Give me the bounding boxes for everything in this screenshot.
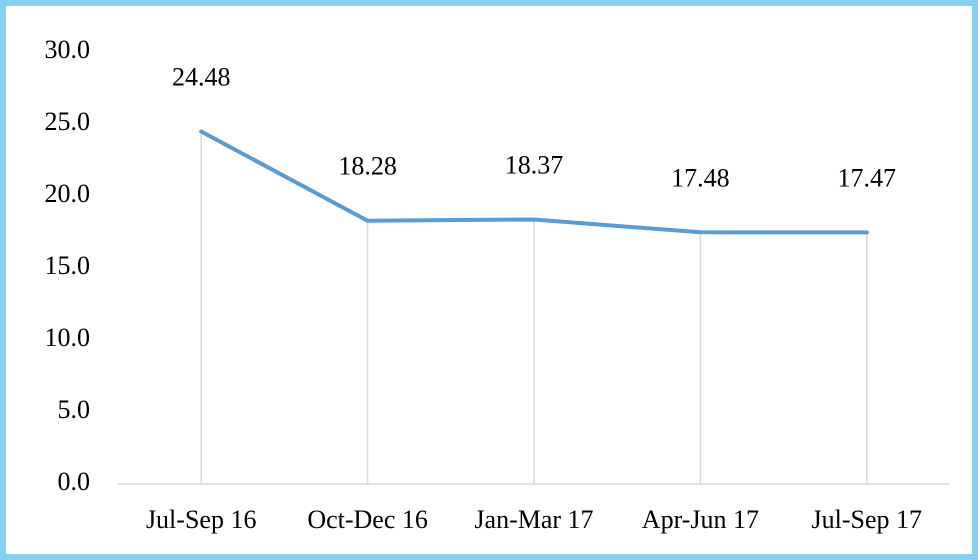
y-tick-label: 20.0 [45, 179, 91, 208]
x-tick-label: Jul-Sep 17 [812, 505, 923, 534]
y-tick-label: 0.0 [58, 467, 91, 496]
y-tick-label: 15.0 [45, 251, 91, 280]
data-label: 18.37 [505, 150, 564, 179]
x-tick-label: Oct-Dec 16 [307, 505, 428, 534]
data-label: 18.28 [338, 152, 397, 181]
y-tick-label: 25.0 [45, 107, 91, 136]
data-label: 17.47 [838, 163, 897, 192]
series-line [199, 129, 869, 235]
y-tick-label: 30.0 [45, 35, 91, 64]
x-tick-label: Jan-Mar 17 [474, 505, 593, 534]
data-label: 24.48 [172, 62, 231, 91]
y-tick-label: 5.0 [58, 395, 91, 424]
data-label: 17.48 [671, 163, 730, 192]
y-tick-label: 10.0 [45, 323, 91, 352]
x-tick-label: Apr-Jun 17 [642, 505, 759, 534]
x-tick-label: Jul-Sep 16 [146, 505, 257, 534]
